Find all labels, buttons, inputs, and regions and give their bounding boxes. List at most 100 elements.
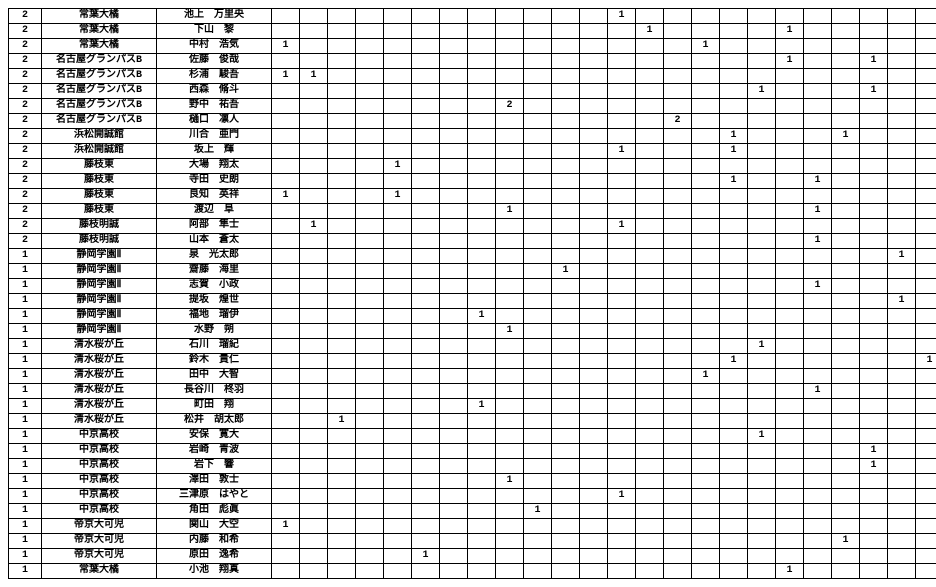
mark-cell <box>748 549 776 564</box>
mark-cell <box>468 414 496 429</box>
mark-cell <box>384 354 412 369</box>
mark-cell <box>496 234 524 249</box>
mark-cell <box>524 9 552 24</box>
mark-cell <box>916 519 936 534</box>
mark-cell <box>832 414 860 429</box>
mark-cell: 1 <box>720 144 748 159</box>
mark-cell <box>608 294 636 309</box>
mark-cell <box>804 309 832 324</box>
name-cell: 小池 翔真 <box>157 564 272 579</box>
team-cell: 藤枝東 <box>42 189 157 204</box>
mark-cell <box>860 159 888 174</box>
mark-cell <box>860 69 888 84</box>
mark-cell <box>300 84 328 99</box>
mark-cell <box>720 429 748 444</box>
mark-cell <box>888 189 916 204</box>
mark-cell <box>748 54 776 69</box>
mark-cell <box>692 279 720 294</box>
mark-cell <box>888 564 916 579</box>
mark-cell <box>272 474 300 489</box>
mark-cell <box>552 324 580 339</box>
mark-cell <box>328 549 356 564</box>
mark-cell <box>748 489 776 504</box>
count-cell: 1 <box>9 489 42 504</box>
mark-cell <box>608 519 636 534</box>
mark-cell: 2 <box>496 99 524 114</box>
mark-cell <box>804 249 832 264</box>
mark-cell <box>300 489 328 504</box>
mark-cell <box>384 219 412 234</box>
mark-cell <box>888 99 916 114</box>
mark-cell <box>300 174 328 189</box>
count-cell: 1 <box>9 459 42 474</box>
mark-cell <box>916 39 936 54</box>
mark-cell <box>692 24 720 39</box>
mark-cell <box>776 249 804 264</box>
mark-cell: 1 <box>496 324 524 339</box>
mark-cell: 1 <box>804 384 832 399</box>
mark-cell <box>804 114 832 129</box>
mark-cell <box>272 9 300 24</box>
count-cell: 2 <box>9 24 42 39</box>
name-cell: 樋口 凛人 <box>157 114 272 129</box>
mark-cell <box>328 309 356 324</box>
mark-cell <box>300 354 328 369</box>
mark-cell <box>608 399 636 414</box>
mark-cell <box>580 174 608 189</box>
mark-cell <box>916 69 936 84</box>
mark-cell <box>832 54 860 69</box>
mark-cell <box>608 474 636 489</box>
mark-cell <box>468 234 496 249</box>
mark-cell <box>580 384 608 399</box>
mark-cell <box>888 519 916 534</box>
mark-cell: 1 <box>860 54 888 69</box>
mark-cell <box>524 264 552 279</box>
mark-cell <box>468 384 496 399</box>
mark-cell <box>412 114 440 129</box>
mark-cell <box>608 84 636 99</box>
mark-cell: 1 <box>888 249 916 264</box>
mark-cell <box>748 399 776 414</box>
mark-cell <box>692 9 720 24</box>
mark-cell <box>328 399 356 414</box>
mark-cell <box>776 369 804 384</box>
mark-cell <box>552 219 580 234</box>
mark-cell <box>328 534 356 549</box>
mark-cell <box>636 99 664 114</box>
mark-cell <box>748 324 776 339</box>
mark-cell <box>328 219 356 234</box>
mark-cell <box>300 99 328 114</box>
mark-cell <box>440 189 468 204</box>
mark-cell: 1 <box>888 294 916 309</box>
mark-cell <box>356 339 384 354</box>
mark-cell <box>524 24 552 39</box>
mark-cell <box>468 264 496 279</box>
table-row: 1清水桜が丘田中 大智1 <box>9 369 936 384</box>
mark-cell <box>300 114 328 129</box>
mark-cell <box>832 369 860 384</box>
mark-cell <box>272 99 300 114</box>
mark-cell <box>412 204 440 219</box>
mark-cell <box>692 474 720 489</box>
mark-cell <box>524 99 552 114</box>
mark-cell <box>888 429 916 444</box>
mark-cell <box>580 279 608 294</box>
mark-cell <box>412 99 440 114</box>
mark-cell <box>412 429 440 444</box>
mark-cell <box>832 114 860 129</box>
mark-cell: 1 <box>384 159 412 174</box>
mark-cell <box>804 489 832 504</box>
mark-cell: 1 <box>860 444 888 459</box>
mark-cell <box>552 144 580 159</box>
mark-cell <box>412 144 440 159</box>
mark-cell <box>328 444 356 459</box>
mark-cell <box>272 264 300 279</box>
mark-cell: 1 <box>524 504 552 519</box>
mark-cell <box>776 399 804 414</box>
mark-cell <box>608 159 636 174</box>
name-cell: 佐藤 俊哉 <box>157 54 272 69</box>
mark-cell <box>664 429 692 444</box>
mark-cell <box>832 159 860 174</box>
mark-cell <box>468 189 496 204</box>
mark-cell <box>384 144 412 159</box>
